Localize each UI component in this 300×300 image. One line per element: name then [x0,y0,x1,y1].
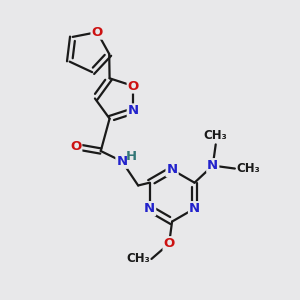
Text: N: N [207,159,218,172]
Text: N: N [116,155,128,168]
Text: O: O [128,80,139,92]
Text: O: O [70,140,81,153]
Text: CH₃: CH₃ [126,252,150,266]
Text: CH₃: CH₃ [236,162,260,175]
Text: O: O [164,237,175,250]
Text: N: N [167,163,178,176]
Text: N: N [144,202,155,215]
Text: CH₃: CH₃ [204,129,228,142]
Text: H: H [126,149,137,163]
Text: N: N [189,202,200,215]
Text: O: O [92,26,103,39]
Text: N: N [128,104,139,117]
